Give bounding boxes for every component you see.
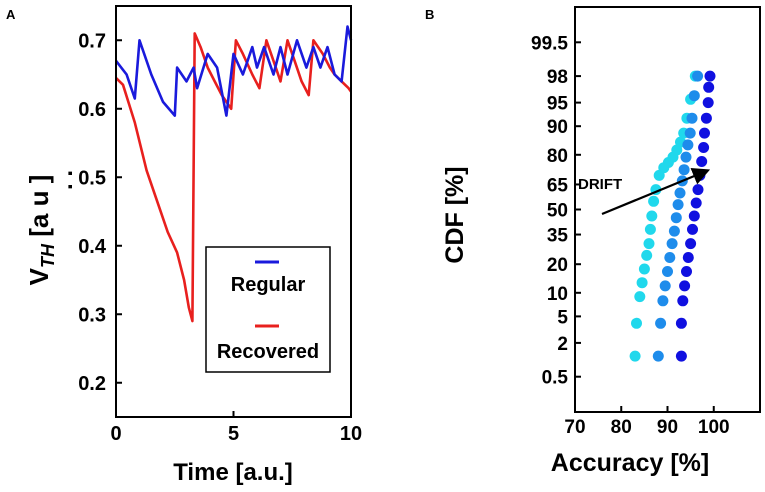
panel-b-ytick-label: 2 — [557, 334, 568, 355]
panel-a-ytick-label: 0.3 — [78, 304, 106, 326]
panel-b-xtick-label: 100 — [698, 417, 730, 438]
scatter-point-set-2 — [670, 212, 682, 224]
scatter-point-set-3 — [687, 223, 698, 235]
scatter-point-set-2 — [688, 90, 700, 102]
scatter-point-set-2 — [668, 225, 680, 237]
scatter-point-set-3 — [690, 197, 702, 209]
panel-b-ytick-label: 0.5 — [542, 368, 569, 389]
scatter-point-set-2 — [674, 187, 686, 199]
scatter-point-set-3 — [688, 210, 700, 222]
panel-b-ytick-label: 90 — [547, 117, 568, 138]
panel-b-ytick-label: 98 — [547, 67, 568, 88]
scatter-point-set-1 — [648, 195, 660, 207]
scatter-point-set-3 — [702, 97, 714, 109]
panel-a-y-axis-label: VTH [a u ] — [24, 175, 58, 286]
panel-a-xtick-label: 5 — [228, 423, 239, 445]
scatter-point-set-2 — [678, 164, 690, 176]
scatter-point-set-2 — [680, 151, 692, 163]
scatter-point-set-3 — [696, 156, 708, 167]
panel-a-ytick-label: 0.5 — [78, 167, 106, 189]
scatter-point-set-1 — [644, 223, 656, 235]
series-line-recovered — [115, 32, 353, 323]
scatter-point-set-2 — [686, 112, 698, 124]
scatter-point-set-3 — [681, 266, 692, 277]
drift-annotation: DRIFT — [578, 176, 622, 193]
scatter-point-set-2 — [659, 280, 671, 292]
panel-a-frame — [115, 5, 352, 418]
panel-a-ytick-label: 0.4 — [78, 236, 107, 258]
scatter-point-set-2 — [657, 295, 669, 307]
panel-a: A 0.2 0.3 0.4 0.5 0.6 0.7 0 5 10 Time [a.u.] VTH… — [6, 5, 362, 486]
panel-a-x-axis-label: Time [a.u.] — [173, 459, 293, 486]
panel-b-label: B — [425, 7, 434, 22]
panel-b-xtick-label: 80 — [611, 417, 632, 438]
scatter-point-set-2 — [672, 199, 684, 211]
scatter-point-set-3 — [700, 112, 712, 124]
scatter-point-set-2 — [692, 70, 704, 82]
scatter-point-set-1 — [636, 277, 648, 289]
panel-b-y-axis-label: CDF [%] — [441, 166, 469, 263]
legend: Regular Recovered — [205, 246, 331, 373]
panel-a-ytick-label: 0.6 — [78, 99, 106, 121]
panel-a-ytick-label: 0.7 — [78, 30, 106, 52]
scatter-point-set-2 — [666, 238, 678, 250]
panel-b-xtick-label: 70 — [564, 417, 585, 438]
panel-b-xtick-label: 90 — [657, 417, 678, 438]
panel-a-ylabel-main: V — [24, 267, 54, 285]
panel-b-points — [629, 70, 716, 362]
panel-b-ytick-label: 10 — [547, 284, 568, 305]
scatter-point-set-1 — [641, 249, 653, 261]
panel-a-ticks: 0.2 0.3 0.4 0.5 0.6 0.7 0 5 10 — [78, 30, 362, 445]
panel-a-lines — [114, 25, 353, 323]
scatter-point-set-1 — [646, 210, 658, 222]
panel-b-ytick-label: 5 — [557, 307, 568, 328]
scatter-point-set-3 — [703, 81, 715, 93]
scatter-point-set-2 — [664, 252, 676, 263]
scatter-point-set-2 — [655, 317, 667, 329]
scatter-point-set-3 — [699, 127, 710, 139]
panel-b-ytick-label: 95 — [547, 94, 569, 115]
panel-a-ytick-label: 0.2 — [78, 373, 106, 395]
series-line-regular — [114, 25, 353, 117]
scatter-point-set-2 — [652, 350, 664, 362]
scatter-point-set-3 — [675, 317, 687, 329]
panel-b-ytick-label: 65 — [547, 175, 569, 196]
panel-a-ylabel-unit: [a u ] — [24, 175, 54, 244]
scatter-point-set-2 — [662, 266, 673, 277]
scatter-point-set-3 — [698, 142, 710, 153]
panel-a-ylabel-sub: TH — [38, 243, 58, 268]
panel-b-x-axis-label: Accuracy [%] — [551, 449, 709, 477]
scatter-point-set-2 — [682, 139, 694, 151]
legend-regular-label: Regular — [231, 274, 306, 296]
panel-b-frame — [574, 6, 761, 413]
panel-a-ellipsis-annotation: . . — [51, 170, 78, 190]
scatter-point-set-1 — [638, 263, 650, 275]
legend-recovered-label: Recovered — [217, 341, 319, 363]
panel-a-xtick-label: 10 — [340, 423, 362, 445]
scatter-point-set-3 — [685, 238, 697, 250]
panel-b-ytick-label: 35 — [547, 226, 569, 247]
scatter-point-set-3 — [682, 252, 694, 263]
panel-b-ytick-label: 20 — [547, 255, 568, 276]
scatter-point-set-3 — [675, 350, 687, 362]
panel-b-ytick-label: 80 — [547, 146, 568, 167]
scatter-point-set-2 — [684, 127, 696, 139]
scatter-point-set-1 — [643, 238, 655, 250]
panel-b-ytick-label: 50 — [547, 201, 568, 222]
panel-b-ytick-label: 99.5 — [531, 33, 568, 54]
scatter-point-set-3 — [692, 184, 704, 196]
drift-arrow — [601, 168, 711, 216]
scatter-point-set-1 — [629, 350, 641, 362]
scatter-point-set-1 — [631, 317, 642, 329]
scatter-point-set-3 — [679, 280, 691, 292]
panel-a-label: A — [6, 7, 16, 22]
scatter-point-set-3 — [677, 295, 689, 307]
scatter-point-set-3 — [704, 70, 716, 82]
panel-a-xtick-label: 0 — [110, 423, 121, 445]
legend-box — [205, 246, 331, 373]
scatter-point-set-1 — [634, 291, 646, 303]
